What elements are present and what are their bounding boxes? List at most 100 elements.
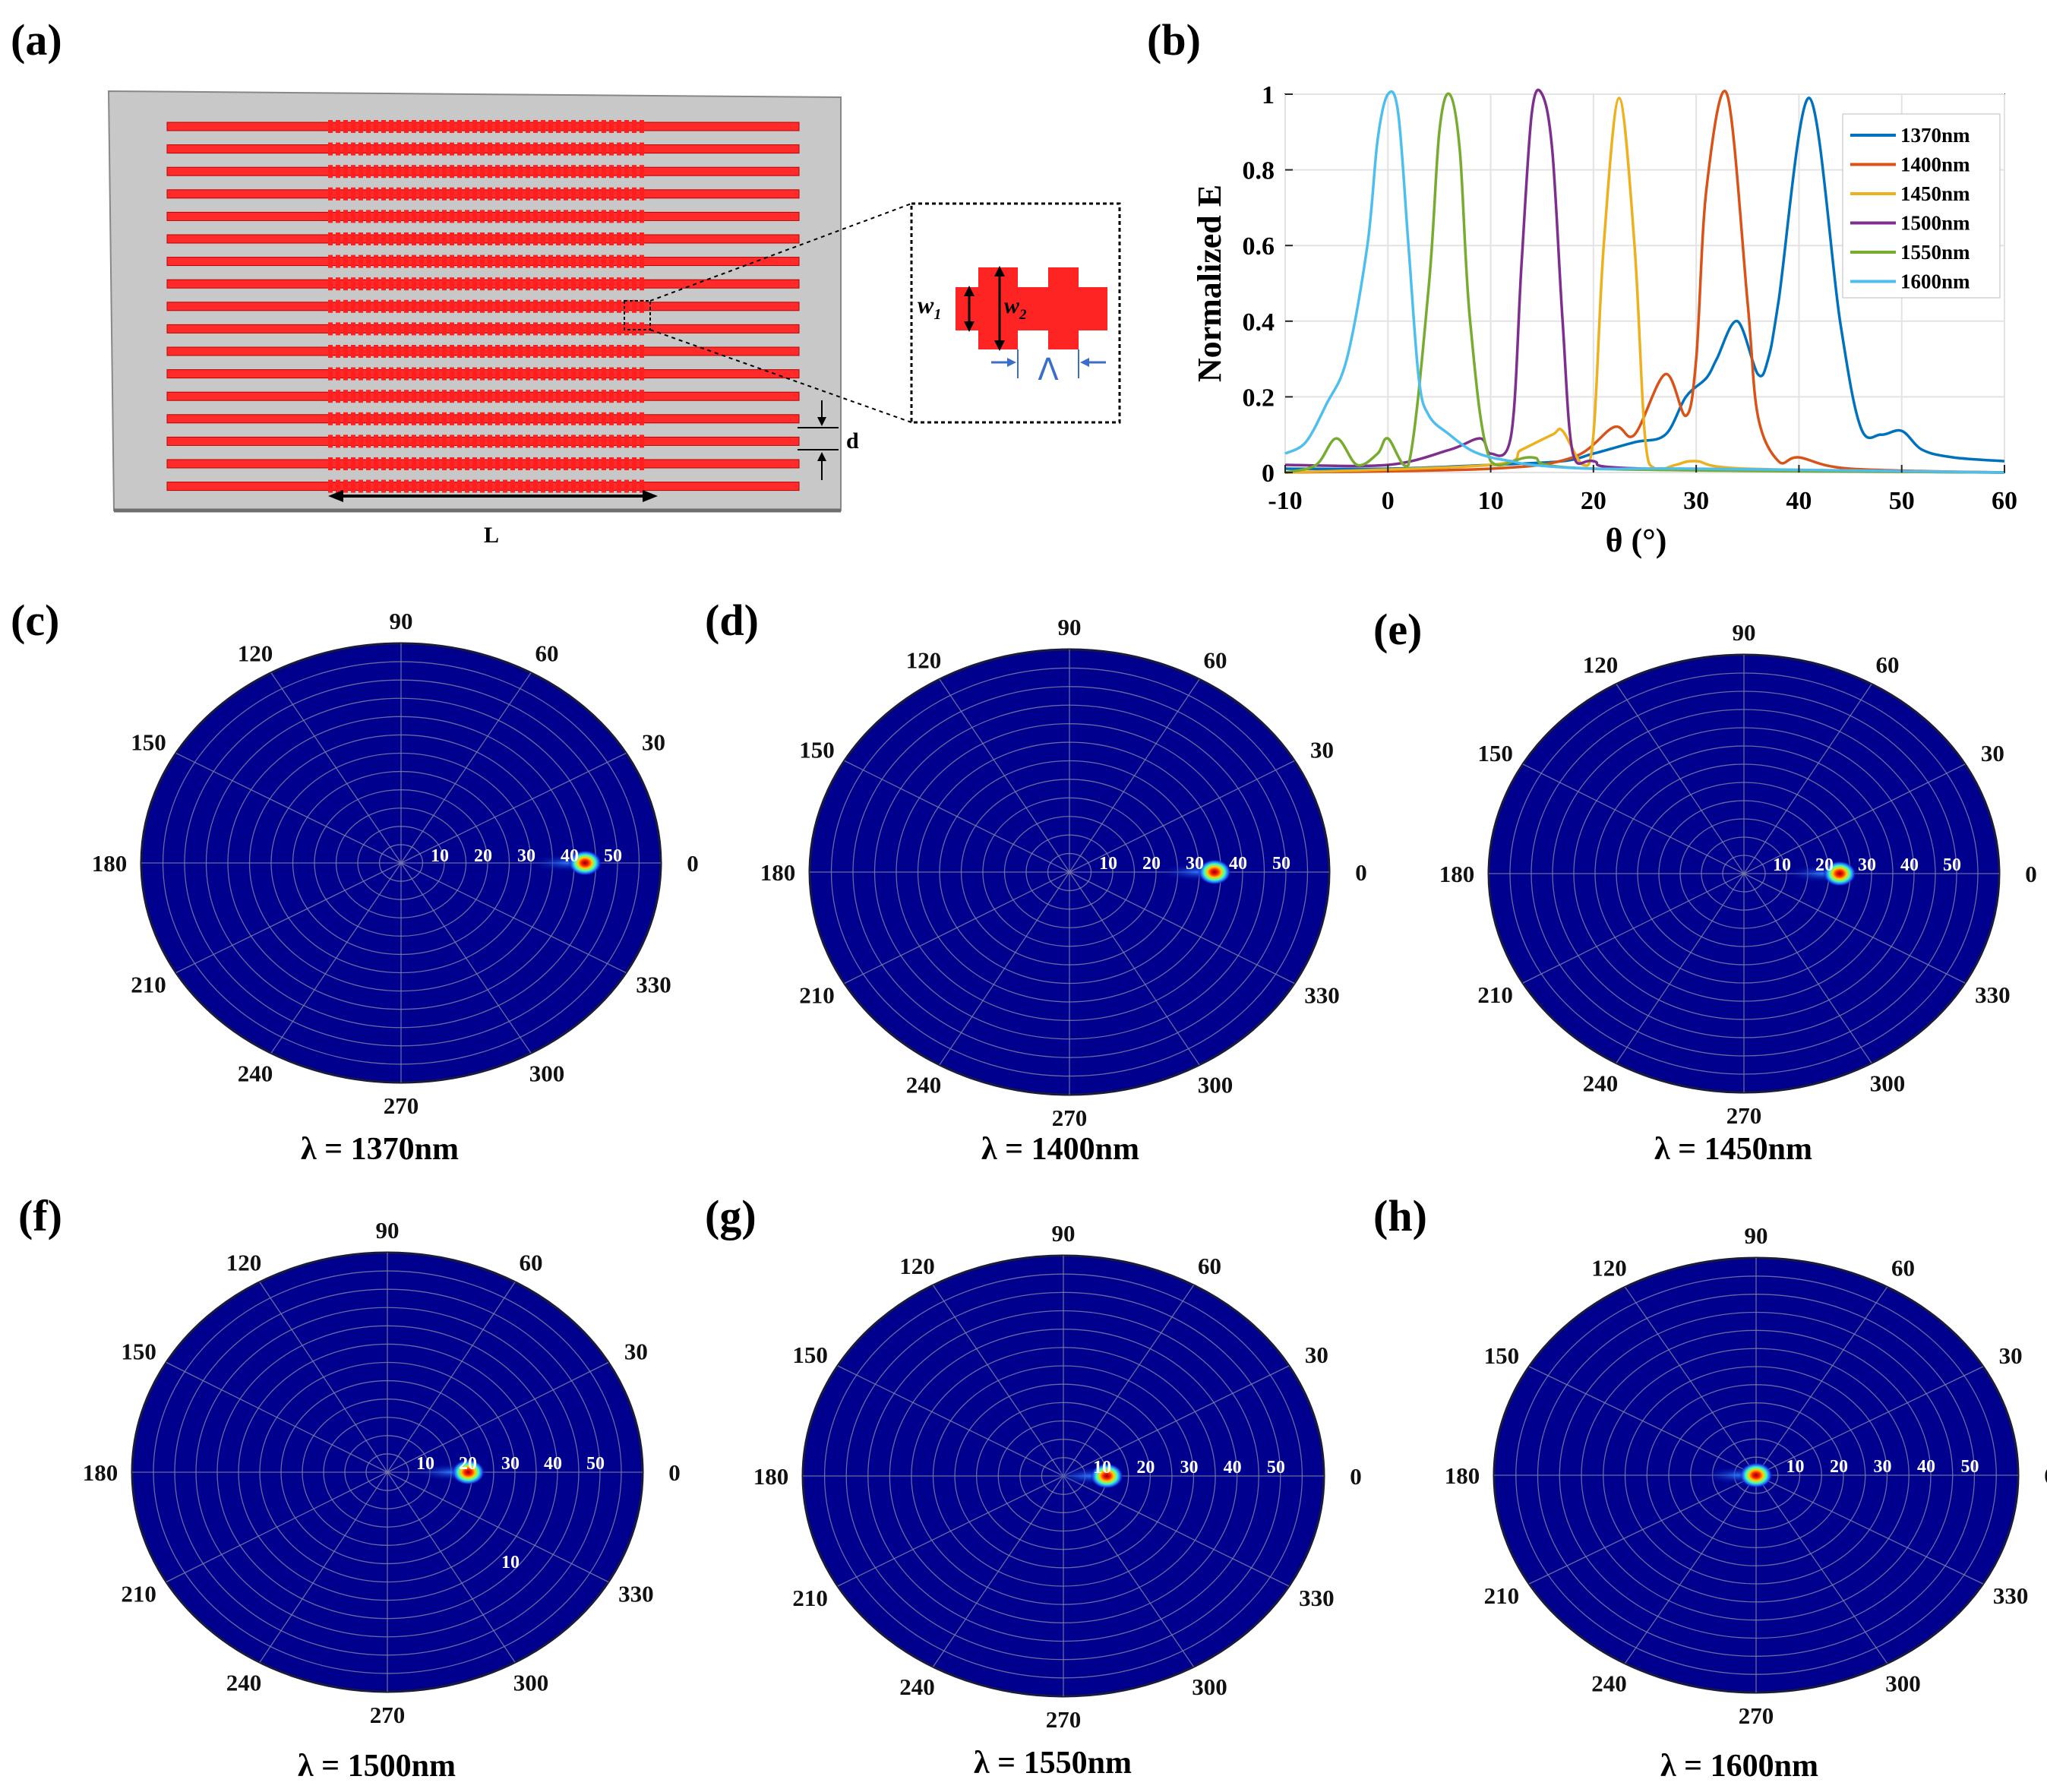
- legend-label: 1370nm: [1900, 124, 1970, 147]
- grating-tooth: [495, 390, 500, 403]
- grating-tooth: [640, 479, 644, 493]
- grating-tooth: [434, 322, 439, 336]
- grating-tooth: [579, 390, 583, 403]
- grating-tooth: [404, 165, 409, 179]
- grating-tooth: [602, 322, 606, 336]
- grating-tooth: [617, 254, 621, 268]
- grating-tooth: [548, 412, 553, 425]
- arrowhead: [994, 266, 1005, 277]
- grating-tooth: [404, 390, 409, 403]
- grating-tooth: [396, 165, 401, 179]
- grating-tooth: [404, 479, 409, 493]
- grating-tooth: [503, 142, 507, 156]
- grating-tooth: [389, 254, 393, 268]
- grating-tooth: [419, 187, 424, 201]
- grating-tooth: [381, 457, 386, 470]
- panel-label-f: (f): [18, 1191, 62, 1240]
- polar-spoke: [1528, 1474, 1757, 1585]
- grating-tooth: [457, 435, 462, 448]
- radial-label: 50: [1267, 1458, 1285, 1478]
- grating-tooth: [381, 390, 386, 403]
- grating-tooth: [419, 412, 424, 425]
- grating-tooth: [351, 210, 355, 223]
- y-tick-label: 0.4: [1243, 308, 1275, 337]
- grating-tooth: [465, 367, 469, 381]
- grating-tooth: [503, 120, 507, 133]
- grating-tooth: [472, 479, 477, 493]
- grating-tooth: [465, 299, 469, 313]
- polar-panel-h: (h) 10 20 30 40 50 0 30 60 90 120 150 180 210 240 270 30…: [1373, 1191, 2047, 1784]
- polar-spoke: [400, 862, 532, 1054]
- grating-tooth: [450, 345, 454, 358]
- grating-tooth: [442, 120, 447, 133]
- grating-tooth: [571, 232, 576, 245]
- grating-tooth: [571, 187, 576, 201]
- grating-tooth: [389, 435, 393, 448]
- legend-label: 1550nm: [1900, 241, 1970, 264]
- grating-tooth: [328, 299, 333, 313]
- polar-plot: 10 20 30 40 50 0 30 60 90 120 150 180 210 240 270 300 33…: [1439, 619, 2037, 1129]
- angle-label: 240: [899, 1673, 935, 1700]
- grating-tooth: [457, 165, 462, 179]
- grating-tooth: [518, 187, 523, 201]
- grating-tooth: [586, 412, 591, 425]
- grating-tooth: [533, 367, 538, 381]
- grating-tooth: [389, 187, 393, 201]
- grating-tooth: [381, 345, 386, 358]
- grating-tooth: [359, 232, 363, 245]
- grating-tooth: [457, 210, 462, 223]
- spacing-indicator: d: [798, 400, 859, 480]
- grating-tooth: [556, 187, 561, 201]
- grating-tooth: [640, 187, 644, 201]
- grating-tooth: [640, 390, 644, 403]
- grating-tooth: [579, 120, 583, 133]
- angle-label: 240: [226, 1669, 262, 1696]
- grating-tooth: [442, 367, 447, 381]
- angle-label: 60: [520, 1250, 543, 1276]
- grating-tooth: [389, 367, 393, 381]
- angle-label: 180: [1445, 1462, 1480, 1489]
- legend-label: 1600nm: [1900, 270, 1970, 293]
- grating-tooth: [556, 142, 561, 156]
- grating-tooth: [564, 457, 568, 470]
- grating-tooth: [571, 120, 576, 133]
- angle-label: 210: [1484, 1582, 1520, 1609]
- grating-tooth: [427, 367, 431, 381]
- grating-tooth: [602, 412, 606, 425]
- grating-tooth: [632, 367, 637, 381]
- grating-tooth: [343, 299, 348, 313]
- grating-tooth: [404, 345, 409, 358]
- grating-tooth: [343, 390, 348, 403]
- grating-tooth: [450, 254, 454, 268]
- grating-tooth: [564, 390, 568, 403]
- grating-tooth: [442, 232, 447, 245]
- grating-tooth: [518, 457, 523, 470]
- radial-label: 10: [1773, 855, 1791, 875]
- angle-label: 90: [1052, 1220, 1076, 1247]
- grating-tooth: [617, 165, 621, 179]
- grating-tooth: [427, 479, 431, 493]
- grating-tooth: [328, 435, 333, 448]
- grating-tooth: [396, 299, 401, 313]
- radial-label: 30: [1180, 1458, 1199, 1478]
- polar-panel-g: (g) 10 20 30 40 50 0 30 60 90 120 150 180 210 240 270 30…: [705, 1191, 1362, 1781]
- panel-label-h: (h): [1373, 1191, 1427, 1240]
- arrowhead: [1007, 358, 1016, 367]
- grating-tooth: [412, 457, 416, 470]
- grating-tooth: [609, 435, 614, 448]
- grating-tooth: [427, 142, 431, 156]
- grating-tooth: [480, 165, 485, 179]
- grating-tooth: [624, 299, 629, 313]
- grating-tooth: [480, 142, 485, 156]
- grating-tooth: [526, 345, 530, 358]
- grating-tooth: [374, 187, 378, 201]
- grating-tooth: [450, 210, 454, 223]
- grating-tooth: [617, 210, 621, 223]
- grating-tooth: [510, 210, 515, 223]
- angle-label: 150: [131, 729, 166, 756]
- grating-tooth: [510, 345, 515, 358]
- grating-tooth: [359, 435, 363, 448]
- grating-tooth: [579, 254, 583, 268]
- grating-tooth: [412, 165, 416, 179]
- grating-tooth: [412, 187, 416, 201]
